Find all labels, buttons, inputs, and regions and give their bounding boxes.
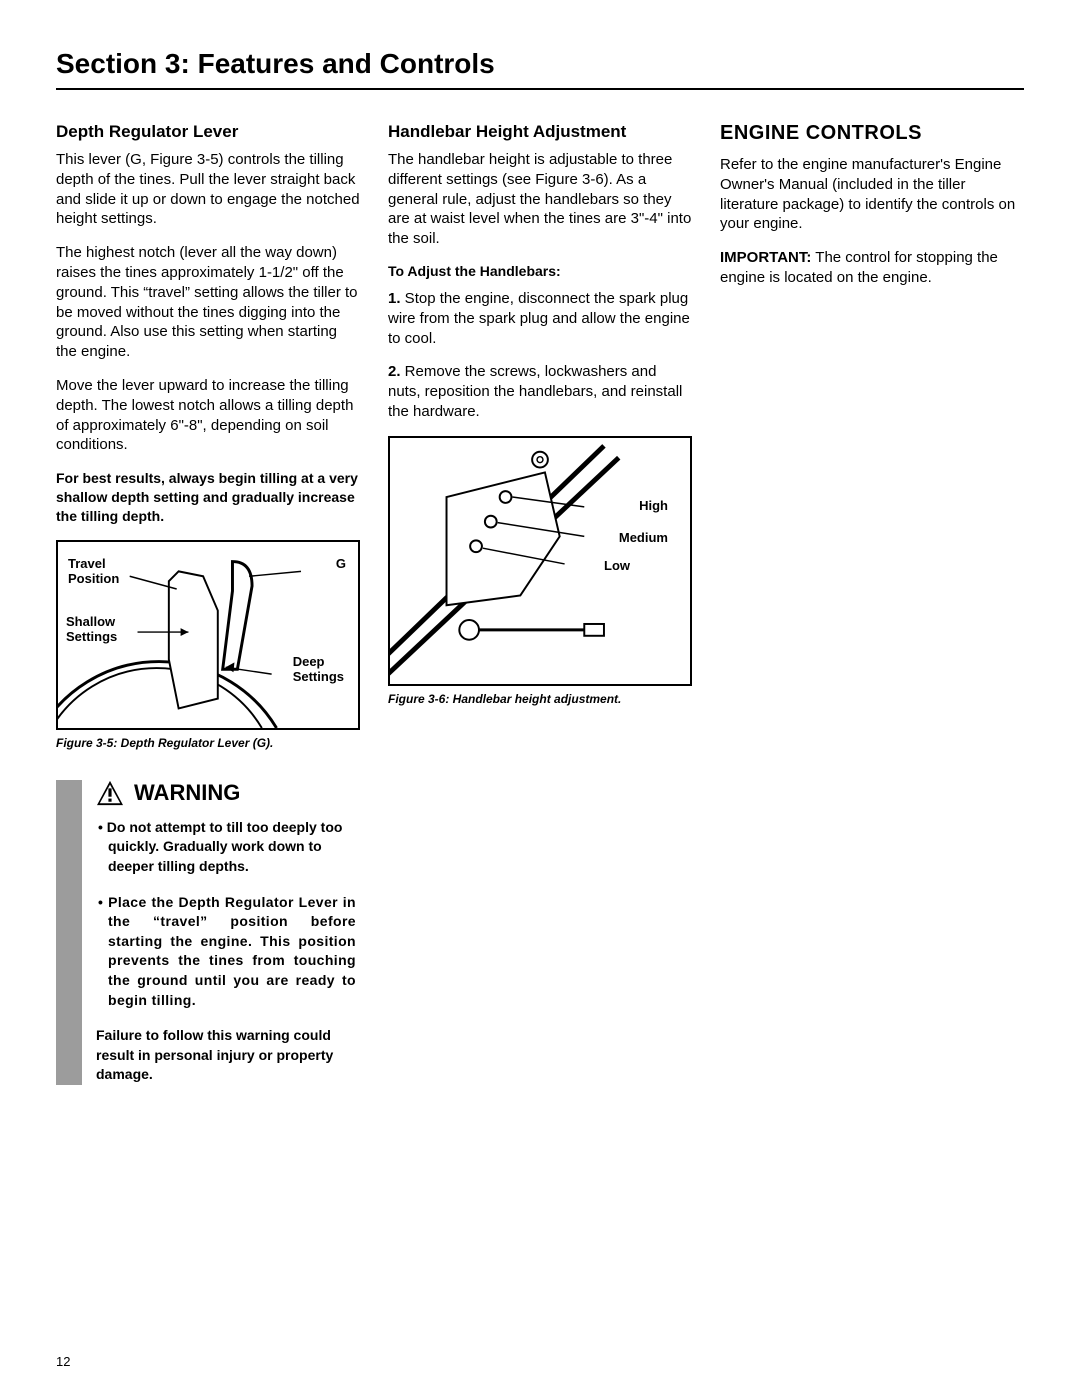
handlebar-heading: Handlebar Height Adjustment (388, 122, 692, 142)
figure-3-5-caption: Figure 3-5: Depth Regulator Lever (G). (56, 736, 360, 750)
fig35-label-deep: Deep Settings (293, 654, 344, 685)
fig35-label-g: G (336, 556, 346, 572)
step-1-text: Stop the engine, disconnect the spark pl… (388, 290, 690, 347)
warning-bullet-2-text: Place the Depth Regulator Lever in the “… (108, 894, 356, 1008)
step-2: 2. Remove the screws, lockwashers and nu… (388, 362, 692, 421)
warning-bullet-1: • Do not attempt to till too deeply too … (96, 818, 356, 877)
step-1: 1. Stop the engine, disconnect the spark… (388, 289, 692, 348)
engine-p2: IMPORTANT: The control for stopping the … (720, 248, 1024, 288)
section-title: Section 3: Features and Controls (56, 48, 1024, 90)
depth-p1: This lever (G, Figure 3-5) controls the … (56, 150, 360, 229)
warning-bullet-1-text: Do not attempt to till too deeply too qu… (107, 819, 343, 874)
step-2-text: Remove the screws, lockwashers and nuts,… (388, 363, 682, 420)
content-columns: Depth Regulator Lever This lever (G, Fig… (56, 122, 1024, 1085)
warning-header: WARNING (96, 780, 356, 806)
engine-controls-heading: ENGINE CONTROLS (720, 122, 1024, 145)
step-2-num: 2. (388, 363, 401, 380)
depth-p2: The highest notch (lever all the way dow… (56, 243, 360, 362)
column-2: Handlebar Height Adjustment The handleba… (388, 122, 692, 1085)
fig36-label-high: High (639, 498, 668, 514)
page-number: 12 (56, 1354, 70, 1369)
fig36-label-low: Low (604, 558, 630, 574)
handlebar-p1: The handlebar height is adjustable to th… (388, 150, 692, 249)
figure-3-6-svg (390, 438, 690, 684)
warning-footer: Failure to follow this warning could res… (96, 1026, 356, 1085)
figure-3-6: High Medium Low (388, 436, 692, 686)
depth-note: For best results, always begin tilling a… (56, 469, 360, 526)
figure-3-5: Travel Position G Shallow Settings Deep … (56, 540, 360, 730)
fig36-label-medium: Medium (619, 530, 668, 546)
fig35-label-shallow: Shallow Settings (66, 614, 117, 645)
engine-p1: Refer to the engine manufacturer's Engin… (720, 155, 1024, 234)
warning-stripe (56, 780, 82, 1085)
figure-3-6-caption: Figure 3-6: Handlebar height adjustment. (388, 692, 692, 706)
warning-block: WARNING • Do not attempt to till too dee… (56, 780, 356, 1085)
depth-regulator-heading: Depth Regulator Lever (56, 122, 360, 142)
column-3: ENGINE CONTROLS Refer to the engine manu… (720, 122, 1024, 1085)
warning-title: WARNING (134, 780, 240, 806)
step-1-num: 1. (388, 290, 401, 307)
important-label: IMPORTANT: (720, 249, 811, 266)
warning-bullet-2: • Place the Depth Regulator Lever in the… (96, 893, 356, 1011)
fig35-label-travel: Travel Position (68, 556, 119, 587)
warning-triangle-icon (96, 780, 124, 806)
depth-p3: Move the lever upward to increase the ti… (56, 376, 360, 455)
adjust-subhead: To Adjust the Handlebars: (388, 263, 692, 279)
column-1: Depth Regulator Lever This lever (G, Fig… (56, 122, 360, 1085)
